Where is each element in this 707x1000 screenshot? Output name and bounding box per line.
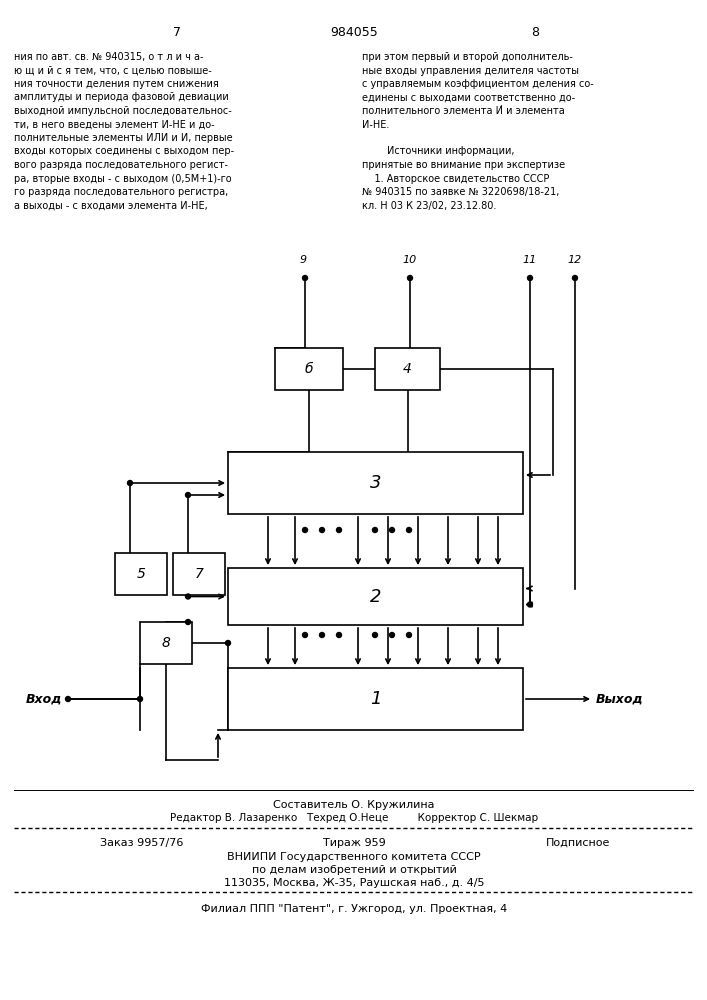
Circle shape [407, 633, 411, 638]
Text: б: б [305, 362, 313, 376]
Text: 984055: 984055 [330, 25, 378, 38]
Bar [375, 348, 440, 390]
Text: единены с выходами соответственно до-: единены с выходами соответственно до- [362, 93, 575, 103]
Text: ния точности деления путем снижения: ния точности деления путем снижения [14, 79, 218, 89]
Circle shape [303, 528, 308, 532]
Text: Источники информации,: Источники информации, [362, 146, 515, 156]
Circle shape [127, 481, 132, 486]
Text: 11: 11 [523, 255, 537, 265]
Bar [115, 553, 167, 595]
Text: № 940315 по заявке № 3220698/18-21,: № 940315 по заявке № 3220698/18-21, [362, 187, 559, 197]
Text: 1. Авторское свидетельство СССР: 1. Авторское свидетельство СССР [362, 174, 549, 184]
Bar [275, 348, 343, 390]
Text: а выходы - с входами элемента И-НЕ,: а выходы - с входами элемента И-НЕ, [14, 200, 208, 211]
Text: ния по авт. св. № 940315, о т л и ч а-: ния по авт. св. № 940315, о т л и ч а- [14, 52, 204, 62]
Circle shape [407, 275, 412, 280]
Text: Подписное: Подписное [546, 838, 610, 848]
Circle shape [407, 528, 411, 532]
Circle shape [185, 492, 190, 497]
Text: ти, в него введены элемент И-НЕ и до-: ти, в него введены элемент И-НЕ и до- [14, 119, 215, 129]
Text: при этом первый и второй дополнитель-: при этом первый и второй дополнитель- [362, 52, 573, 62]
Text: входы которых соединены с выходом пер-: входы которых соединены с выходом пер- [14, 146, 234, 156]
Circle shape [373, 633, 378, 638]
Circle shape [185, 594, 190, 599]
Circle shape [226, 641, 230, 646]
Text: 2: 2 [370, 587, 381, 605]
Text: ю щ и й с я тем, что, с целью повыше-: ю щ и й с я тем, что, с целью повыше- [14, 66, 212, 76]
Bar [228, 568, 523, 625]
Text: по делам изобретений и открытий: по делам изобретений и открытий [252, 865, 457, 875]
Text: И-НЕ.: И-НЕ. [362, 119, 390, 129]
Text: 1: 1 [370, 690, 381, 708]
Text: 4: 4 [403, 362, 412, 376]
Circle shape [573, 275, 578, 280]
Circle shape [320, 528, 325, 532]
Text: полнительные элементы ИЛИ и И, первые: полнительные элементы ИЛИ и И, первые [14, 133, 233, 143]
Text: выходной импульсной последовательнос-: выходной импульсной последовательнос- [14, 106, 232, 116]
Text: Тираж 959: Тираж 959 [322, 838, 385, 848]
Text: Заказ 9957/76: Заказ 9957/76 [100, 838, 183, 848]
Text: 10: 10 [403, 255, 417, 265]
Circle shape [337, 528, 341, 532]
Bar [173, 553, 225, 595]
Circle shape [303, 633, 308, 638]
Text: 5: 5 [136, 567, 146, 581]
Text: 3: 3 [370, 474, 381, 492]
Text: Выход: Выход [596, 692, 643, 706]
Text: вого разряда последовательного регист-: вого разряда последовательного регист- [14, 160, 228, 170]
Circle shape [337, 633, 341, 638]
Circle shape [303, 275, 308, 280]
Text: кл. Н 03 К 23/02, 23.12.80.: кл. Н 03 К 23/02, 23.12.80. [362, 200, 496, 211]
Text: Составитель О. Кружилина: Составитель О. Кружилина [273, 800, 435, 810]
Text: ра, вторые входы - с выходом (0,5М+1)-го: ра, вторые входы - с выходом (0,5М+1)-го [14, 174, 232, 184]
Text: 113035, Москва, Ж-35, Раушская наб., д. 4/5: 113035, Москва, Ж-35, Раушская наб., д. … [223, 878, 484, 888]
Text: ВНИИПИ Государственного комитета СССР: ВНИИПИ Государственного комитета СССР [227, 852, 481, 862]
Circle shape [390, 528, 395, 532]
Circle shape [320, 633, 325, 638]
Text: Редактор В. Лазаренко   Техред О.Неце         Корректор С. Шекмар: Редактор В. Лазаренко Техред О.Неце Корр… [170, 813, 538, 823]
Circle shape [137, 696, 143, 702]
Text: Филиал ППП "Патент", г. Ужгород, ул. Проектная, 4: Филиал ППП "Патент", г. Ужгород, ул. Про… [201, 904, 507, 914]
Circle shape [390, 633, 395, 638]
Text: амплитуды и периода фазовой девиации: амплитуды и периода фазовой девиации [14, 93, 229, 103]
Text: 8: 8 [531, 25, 539, 38]
Bar [228, 668, 523, 730]
Text: го разряда последовательного регистра,: го разряда последовательного регистра, [14, 187, 228, 197]
Text: 9: 9 [300, 255, 307, 265]
Text: Вход: Вход [25, 692, 62, 706]
Text: 8: 8 [162, 636, 170, 650]
Text: полнительного элемента И́ и элемента: полнительного элемента И́ и элемента [362, 106, 565, 116]
Circle shape [527, 602, 532, 607]
Text: 7: 7 [173, 25, 181, 38]
Text: 12: 12 [568, 255, 582, 265]
Circle shape [527, 275, 532, 280]
Text: 7: 7 [194, 567, 204, 581]
Text: ные входы управления делителя частоты: ные входы управления делителя частоты [362, 66, 579, 76]
Circle shape [66, 696, 71, 702]
Bar [228, 452, 523, 514]
Circle shape [373, 528, 378, 532]
Text: с управляемым коэффициентом деления со-: с управляемым коэффициентом деления со- [362, 79, 594, 89]
Circle shape [185, 619, 190, 624]
Text: принятые во внимание при экспертизе: принятые во внимание при экспертизе [362, 160, 565, 170]
Bar [140, 622, 192, 664]
